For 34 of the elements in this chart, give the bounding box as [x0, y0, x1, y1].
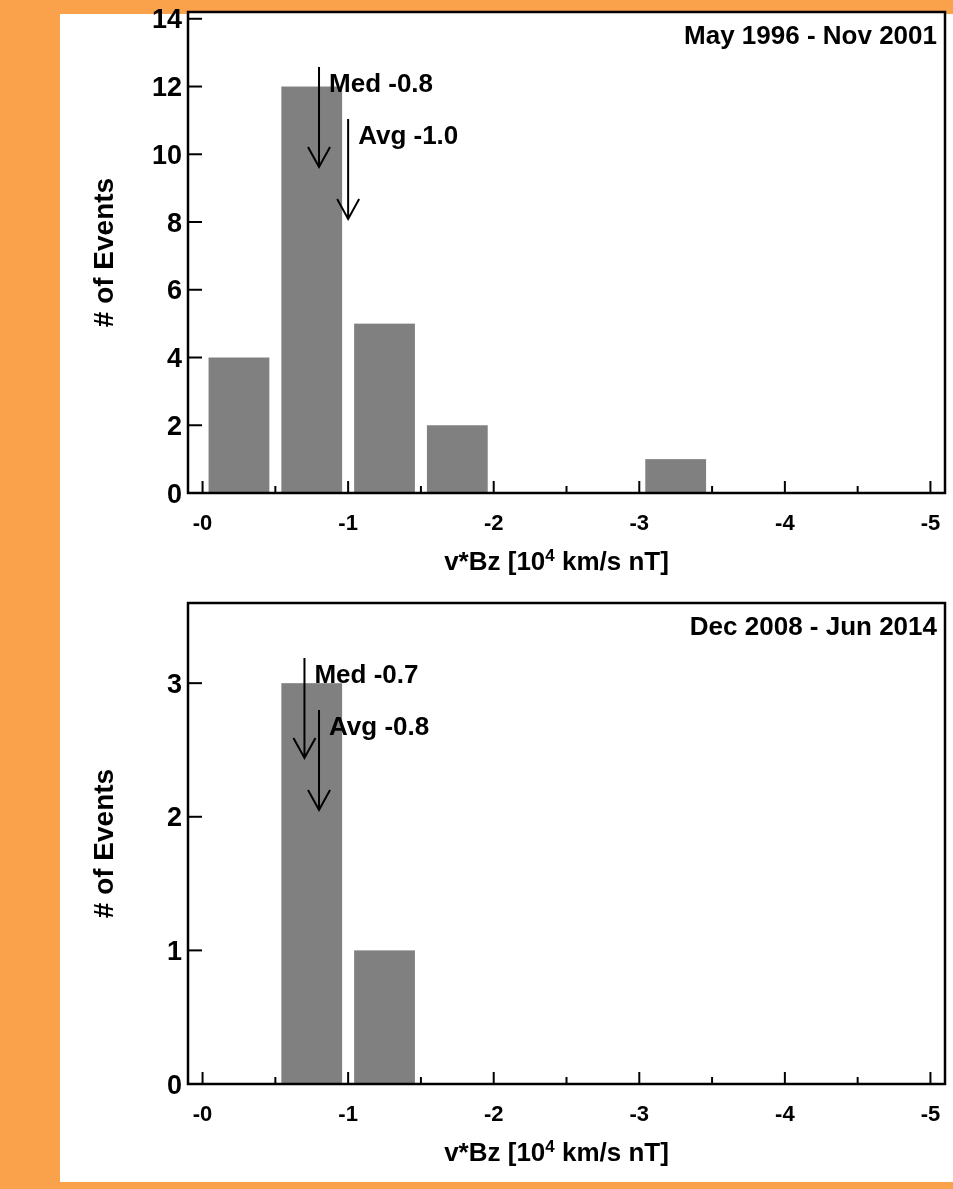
y-axis-title: # of Events	[88, 768, 119, 919]
y-axis-title: # of Events	[88, 177, 119, 328]
y-tick-label: 2	[166, 410, 182, 441]
x-tick-label: -4	[775, 510, 796, 535]
x-tick-label: -4	[775, 1101, 796, 1126]
y-tick-label: 1	[166, 936, 182, 967]
ref-line-label: Med -0.8	[329, 68, 434, 98]
x-axis-title: v*Bz [10$^{4}$ km/s nT]	[444, 1136, 669, 1167]
y-tick-label: 2	[166, 802, 182, 833]
y-tick-label: 0	[166, 1069, 182, 1100]
y-tick-label: 8	[166, 207, 182, 238]
chart-title: May 1996 - Nov 2001	[684, 20, 937, 50]
x-tick-label: -3	[629, 1101, 650, 1126]
x-tick-label: -1	[338, 1101, 358, 1126]
y-tick-label: 12	[151, 72, 182, 103]
x-tick-label: -1	[338, 510, 358, 535]
x-tick-label: -0	[192, 510, 213, 535]
ref-line-label: Avg -0.8	[329, 711, 430, 741]
x-tick-label: -3	[629, 510, 650, 535]
y-tick-label: 14	[151, 4, 182, 35]
x-tick-label: -2	[483, 510, 504, 535]
y-tick-label: 6	[166, 275, 182, 306]
x-tick-label: -5	[920, 510, 941, 535]
x-tick-label: -2	[483, 1101, 504, 1126]
x-axis-title: v*Bz [10$^{4}$ km/s nT]	[444, 545, 669, 576]
ref-line-label: Med -0.7	[314, 659, 419, 689]
x-tick-label: -5	[920, 1101, 941, 1126]
ref-line-label: Avg -1.0	[358, 120, 459, 150]
chart-title: Dec 2008 - Jun 2014	[689, 611, 938, 641]
y-tick-label: 10	[151, 139, 182, 170]
y-tick-label: 3	[166, 668, 182, 699]
y-tick-label: 4	[166, 343, 182, 374]
x-tick-label: -0	[192, 1101, 213, 1126]
y-tick-label: 0	[166, 478, 182, 509]
